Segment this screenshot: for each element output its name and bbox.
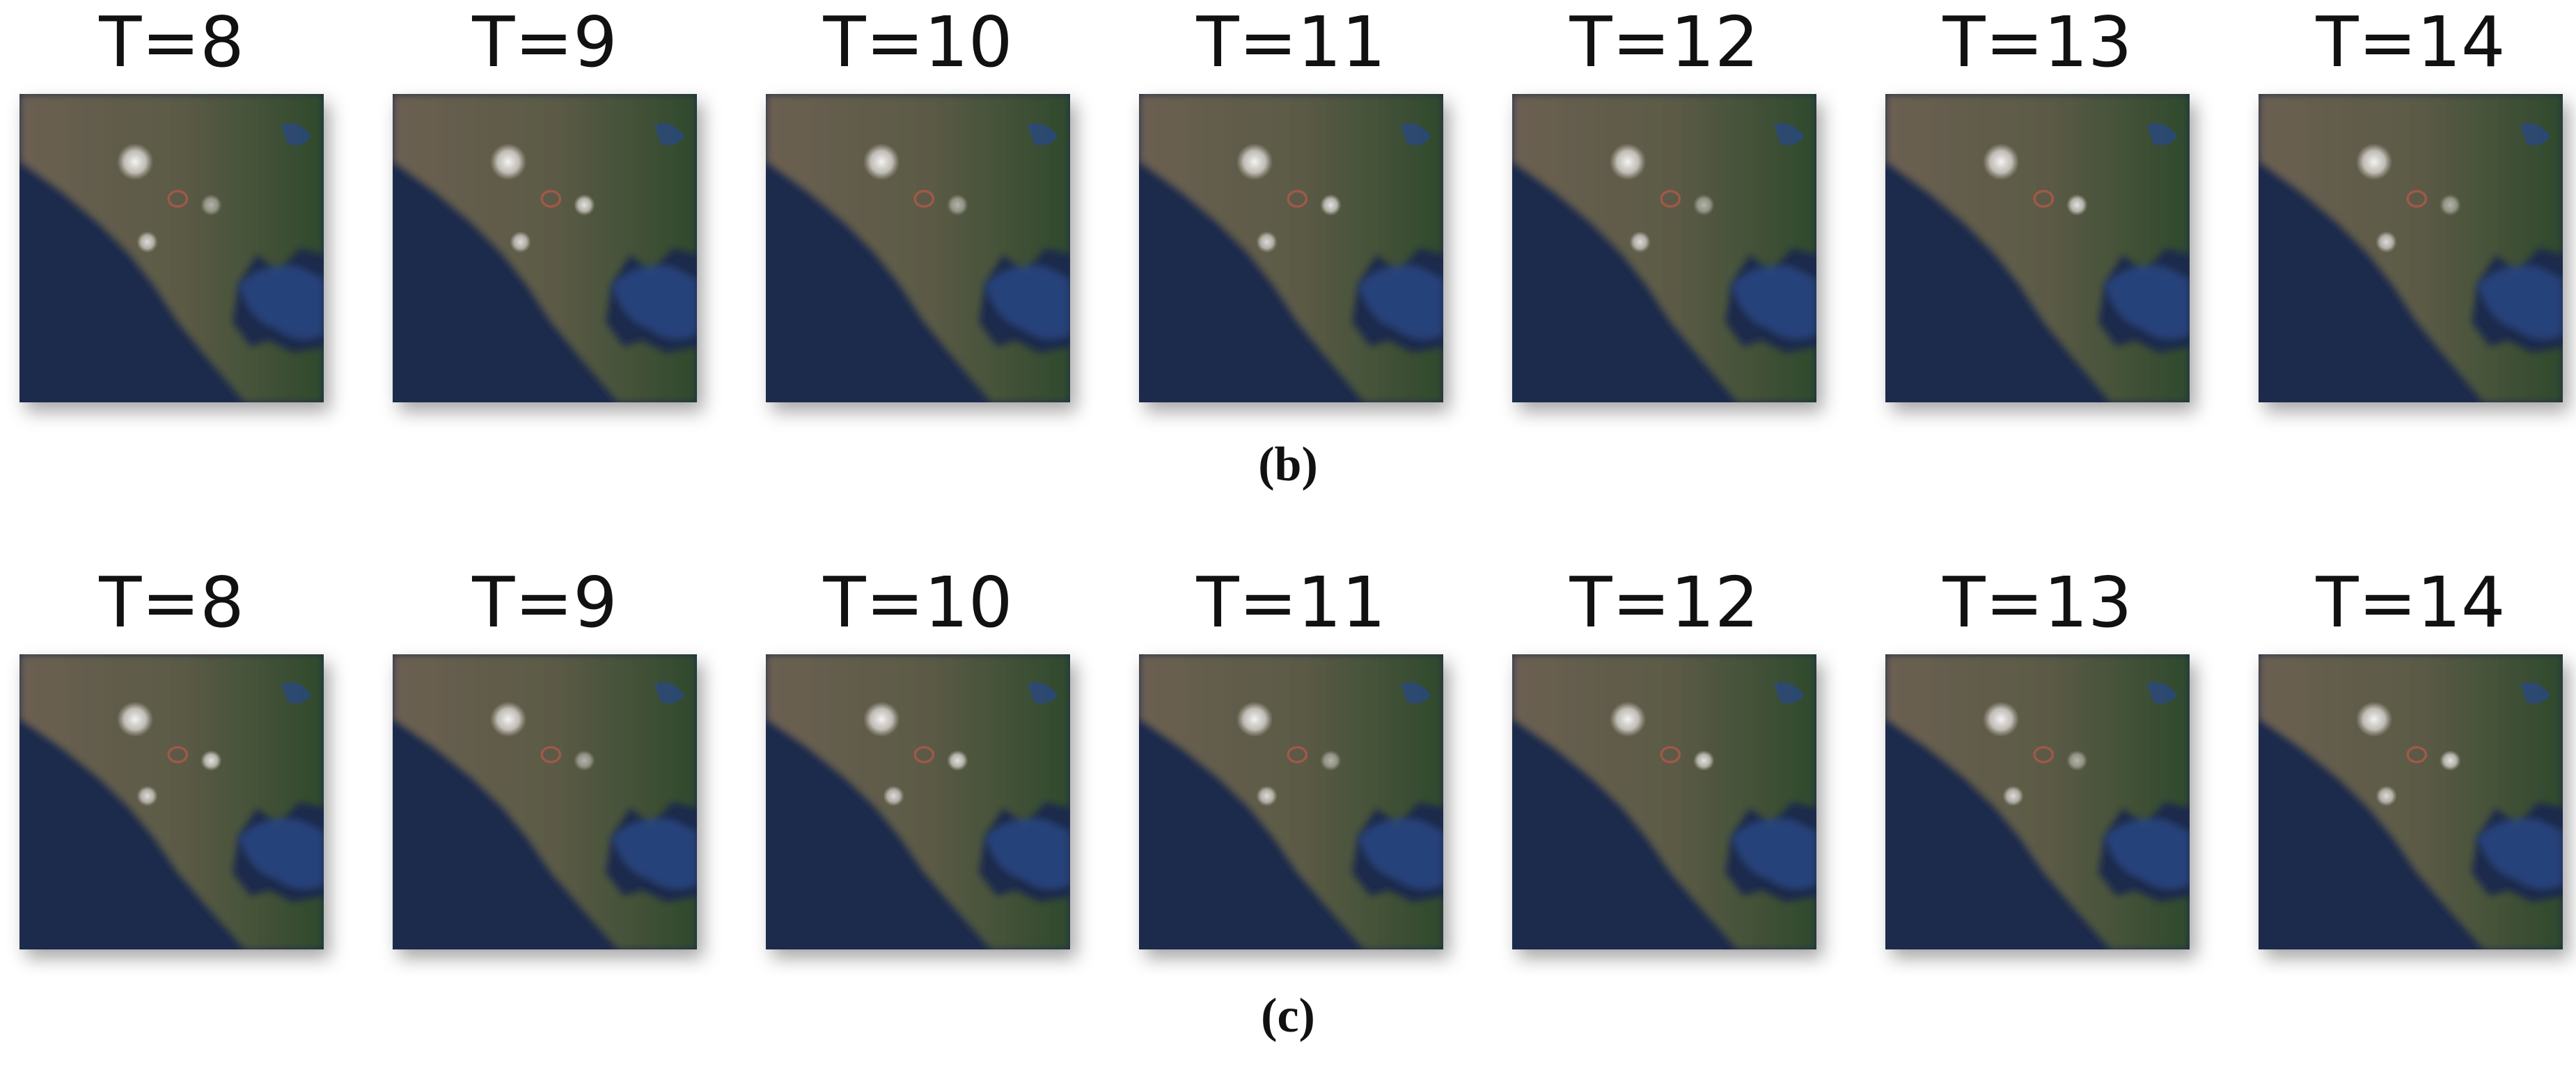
frame-label: T=12	[1569, 1, 1759, 83]
map-thumbnail	[2259, 654, 2563, 949]
map-thumbnail	[766, 654, 1070, 949]
frame-label: T=8	[98, 1, 244, 83]
frame-label: T=14	[2315, 1, 2505, 83]
map-thumbnail	[1885, 94, 2190, 402]
map-thumbnail	[19, 654, 324, 949]
frame-label: T=10	[822, 1, 1012, 83]
map-thumbnail	[1139, 94, 1443, 402]
frame-label: T=10	[822, 562, 1012, 643]
map-thumbnail	[766, 94, 1070, 402]
frame-label: T=11	[1195, 562, 1385, 643]
map-thumbnail	[393, 94, 697, 402]
map-thumbnail	[393, 654, 697, 949]
map-thumbnail	[1885, 654, 2190, 949]
map-thumbnail	[1512, 94, 1816, 402]
frame-label: T=9	[471, 562, 618, 643]
frame-label: T=12	[1569, 562, 1759, 643]
frame-label: T=13	[1942, 562, 2132, 643]
frame-label: T=8	[98, 562, 244, 643]
map-thumbnail	[2259, 94, 2563, 402]
panel-caption: (b)	[1258, 438, 1318, 491]
frame-label: T=11	[1195, 1, 1385, 83]
panel-caption: (c)	[1261, 989, 1315, 1043]
map-thumbnail	[19, 94, 324, 402]
map-thumbnail	[1512, 654, 1816, 949]
frame-label: T=9	[471, 1, 618, 83]
frame-label: T=13	[1942, 1, 2132, 83]
frame-label: T=14	[2315, 562, 2505, 643]
map-thumbnail	[1139, 654, 1443, 949]
